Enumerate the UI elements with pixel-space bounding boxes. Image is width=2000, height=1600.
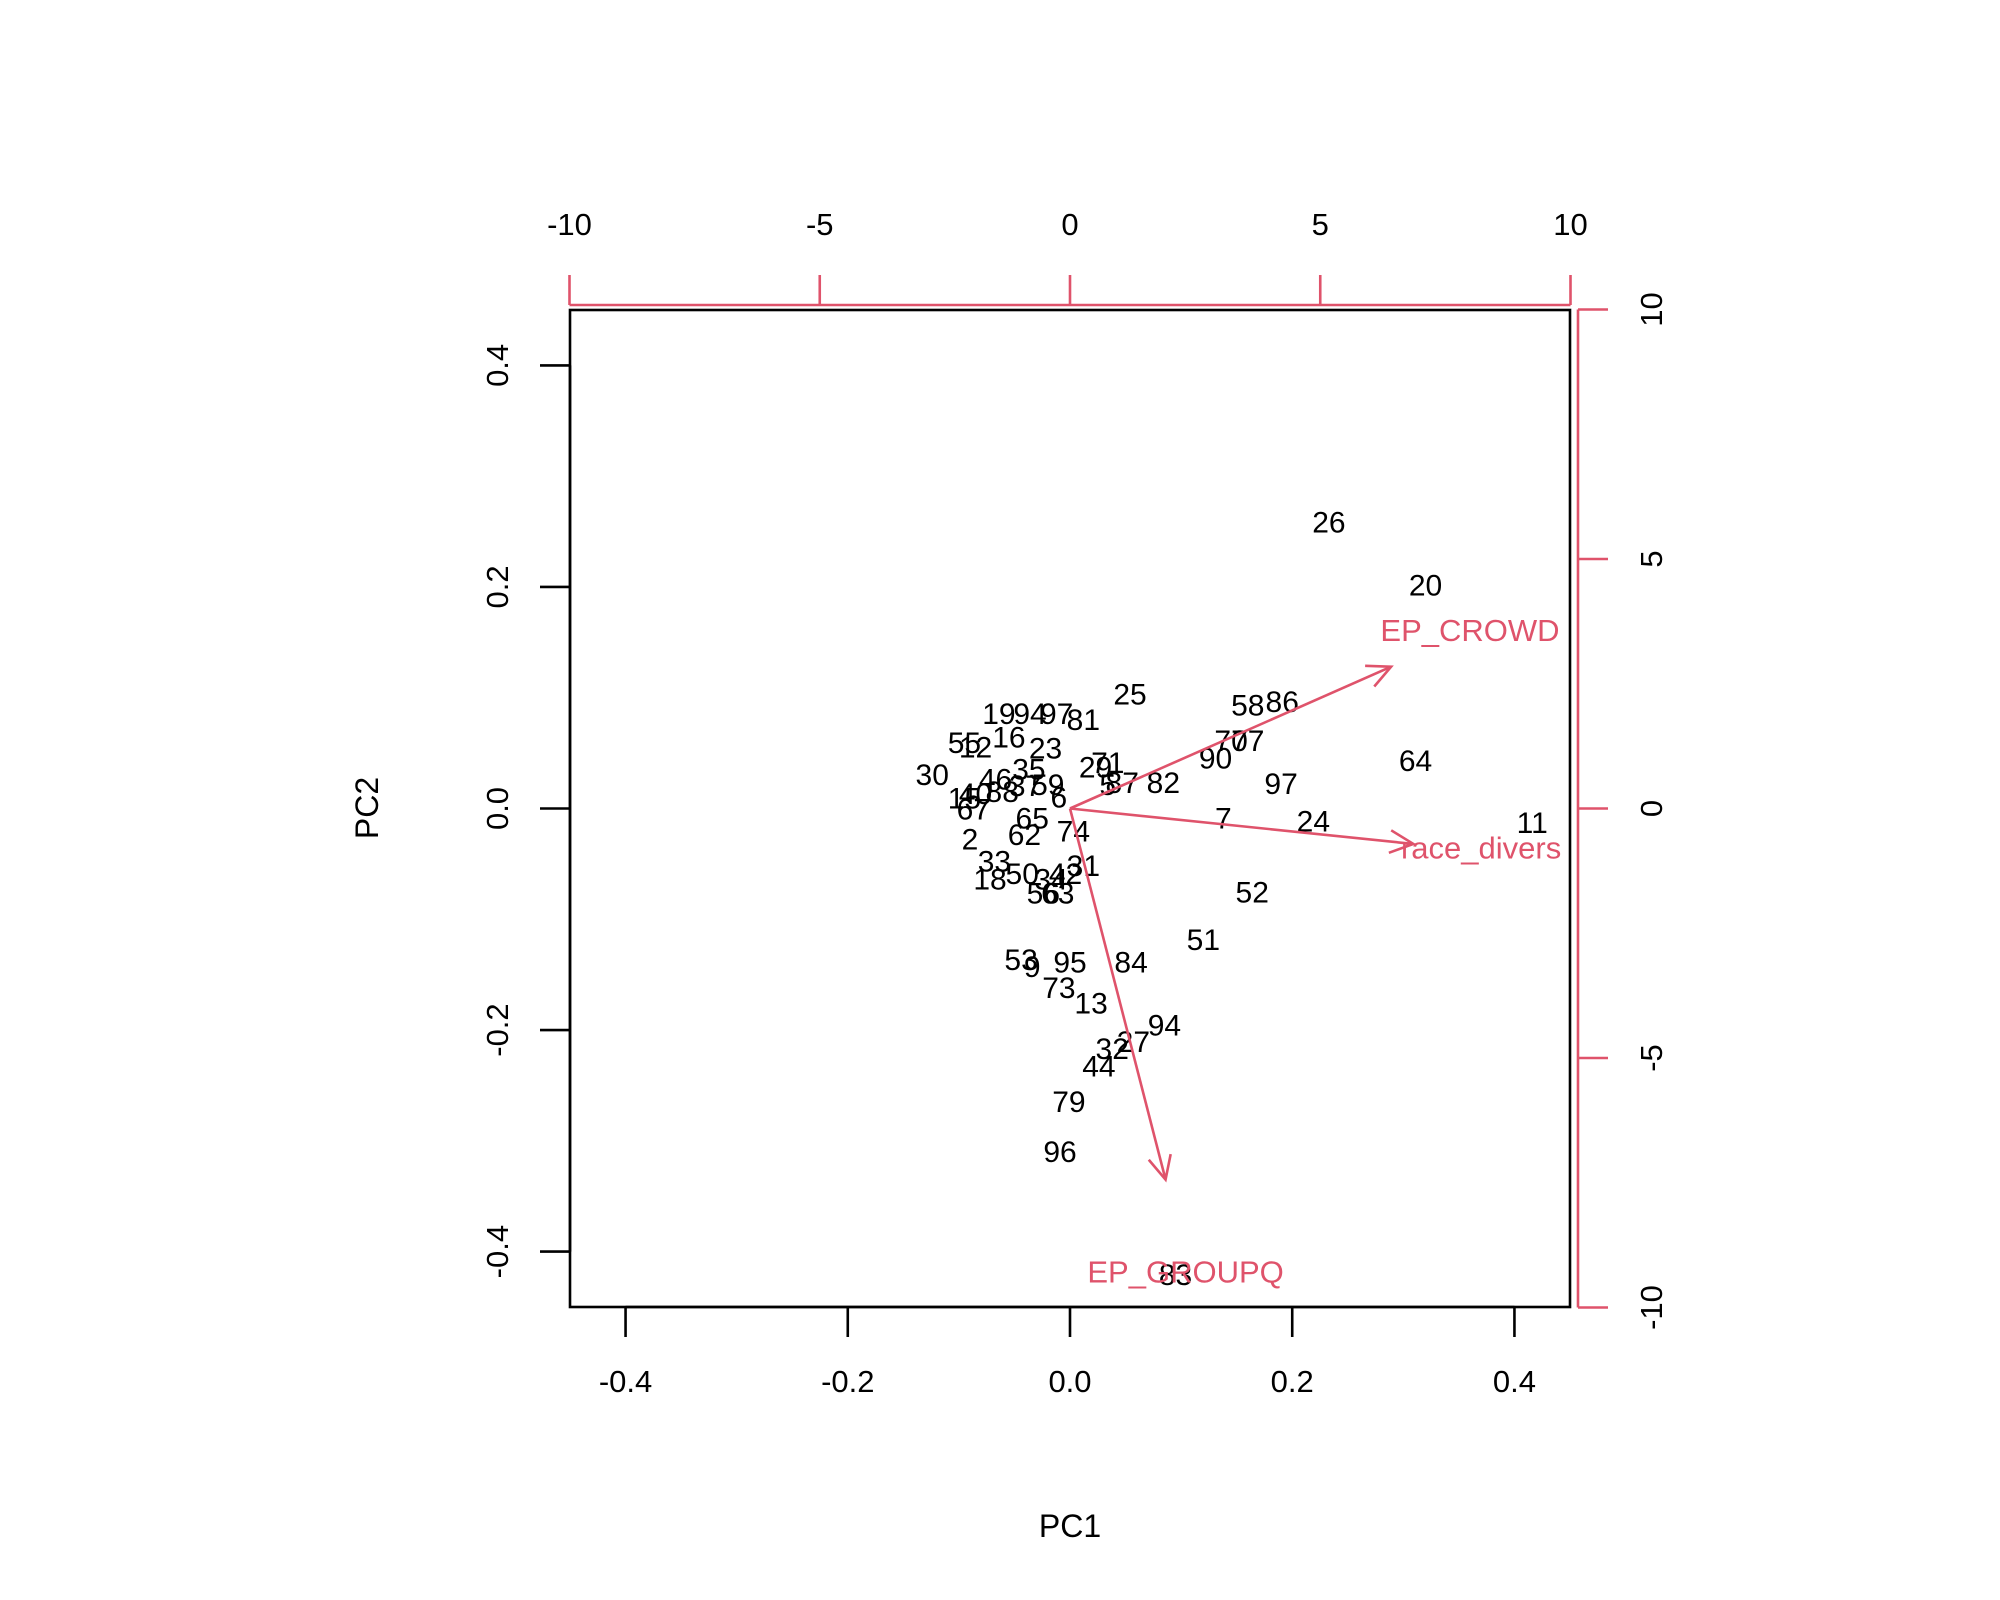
point-label: 2 bbox=[962, 823, 979, 856]
right-tick-label: -5 bbox=[1634, 1044, 1669, 1072]
top-tick-label: -5 bbox=[806, 207, 834, 242]
right-tick-label: 10 bbox=[1634, 292, 1669, 326]
top-tick-label: 5 bbox=[1312, 207, 1329, 242]
point-label: 64 bbox=[1399, 745, 1432, 778]
point-label: 94 bbox=[1013, 698, 1046, 731]
point-label: 81 bbox=[1067, 704, 1100, 737]
point-label: 33 bbox=[978, 846, 1011, 879]
point-label: 51 bbox=[1187, 924, 1220, 957]
vector-arrow-shaft bbox=[1068, 808, 1167, 1180]
point-label: 37 bbox=[1009, 770, 1042, 803]
x-tick-label: 0.0 bbox=[1048, 1364, 1091, 1399]
right-tick-label: 0 bbox=[1634, 800, 1669, 817]
point-label: 35 bbox=[1012, 754, 1045, 787]
point-label: 7 bbox=[1215, 802, 1232, 835]
y-tick-label: 0.4 bbox=[480, 344, 515, 387]
point-label: 5 bbox=[1099, 769, 1116, 802]
point-label: 95 bbox=[1053, 946, 1086, 979]
y-axis-right-secondary: -10 -5 0 5 10 bbox=[1576, 292, 1669, 1330]
vector-label: EP_GROUPQ bbox=[1087, 1255, 1283, 1290]
point-label: 67 bbox=[957, 794, 990, 827]
point-label: 9 bbox=[1024, 951, 1041, 984]
point-label: 62 bbox=[1008, 819, 1041, 852]
point-label: 52 bbox=[1236, 877, 1269, 910]
point-label: 12 bbox=[959, 731, 992, 764]
point-label: 84 bbox=[1114, 946, 1147, 979]
point-label: 53 bbox=[1004, 944, 1037, 977]
vector-arrow-head bbox=[1147, 1153, 1172, 1183]
x-axis-bottom: -0.4 -0.2 0.0 0.2 0.4 bbox=[599, 1305, 1536, 1399]
x-tick-label: -0.4 bbox=[599, 1364, 652, 1399]
point-label: 23 bbox=[1029, 733, 1062, 766]
vector-arrow-shaft bbox=[1069, 807, 1414, 846]
loading-vectors: EP_CROWD race_divers EP_GROUPQ bbox=[1068, 613, 1561, 1290]
point-label: 71 bbox=[1091, 747, 1124, 780]
right-tick-label: -10 bbox=[1634, 1285, 1669, 1330]
vector-arrow-head bbox=[1365, 664, 1394, 688]
x-tick-label: 0.4 bbox=[1493, 1364, 1536, 1399]
x-tick-label: -0.2 bbox=[821, 1364, 874, 1399]
point-label: 87 bbox=[1106, 767, 1139, 800]
x-tick-label: 0.2 bbox=[1271, 1364, 1314, 1399]
y-tick-label: 0.2 bbox=[480, 565, 515, 608]
point-label: 59 bbox=[1031, 769, 1064, 802]
point-label: 30 bbox=[916, 759, 949, 792]
top-tick-label: 0 bbox=[1061, 207, 1078, 242]
point-label: 96 bbox=[1043, 1136, 1076, 1169]
point-label: 18 bbox=[973, 863, 1006, 896]
point-label: 32 bbox=[1096, 1033, 1129, 1066]
x-axis-title: PC1 bbox=[1039, 1508, 1101, 1544]
point-label: 56 bbox=[1027, 878, 1060, 911]
vector-label: race_divers bbox=[1401, 830, 1561, 865]
point-label: 79 bbox=[1052, 1086, 1085, 1119]
vector-label: EP_CROWD bbox=[1380, 613, 1559, 648]
vector-arrow-shaft bbox=[1069, 665, 1392, 810]
point-label: 65 bbox=[1016, 802, 1049, 835]
point-label: 97 bbox=[1040, 698, 1073, 731]
point-label: 73 bbox=[1042, 972, 1075, 1005]
right-tick-label: 5 bbox=[1634, 550, 1669, 567]
y-tick-label: -0.2 bbox=[480, 1003, 515, 1056]
y-axis-left: -0.4 -0.2 0.0 0.2 0.4 bbox=[480, 344, 572, 1278]
point-label: 88 bbox=[986, 776, 1019, 809]
point-label: 90 bbox=[1199, 743, 1232, 776]
point-label: 40 bbox=[959, 778, 992, 811]
point-label: 94 bbox=[1148, 1010, 1181, 1043]
point-label: 50 bbox=[1006, 858, 1039, 891]
point-label: 19 bbox=[982, 698, 1015, 731]
point-label: 44 bbox=[1082, 1051, 1115, 1084]
point-label: 97 bbox=[1264, 768, 1297, 801]
point-label: 13 bbox=[1074, 987, 1107, 1020]
point-label: 42 bbox=[1049, 858, 1082, 891]
top-tick-label: 10 bbox=[1553, 207, 1587, 242]
point-label: 26 bbox=[1312, 507, 1345, 540]
point-label: 34 bbox=[1034, 863, 1067, 896]
point-label: 25 bbox=[1113, 678, 1146, 711]
point-label: 15 bbox=[948, 782, 981, 815]
y-axis-title: PC2 bbox=[349, 777, 385, 839]
vector-arrow-head bbox=[1388, 829, 1417, 855]
point-label: 29 bbox=[1079, 751, 1112, 784]
y-tick-label: 0.0 bbox=[480, 787, 515, 830]
point-label: 83 bbox=[1159, 1259, 1192, 1292]
point-label: 20 bbox=[1409, 570, 1442, 603]
point-label: 63 bbox=[1041, 878, 1074, 911]
top-tick-label: -10 bbox=[547, 207, 592, 242]
y-tick-label: -0.4 bbox=[480, 1225, 515, 1278]
point-label: 6 bbox=[1051, 781, 1068, 814]
x-axis-top-secondary: -10 -5 0 5 10 bbox=[547, 207, 1588, 307]
point-label: 46 bbox=[979, 764, 1012, 797]
point-label: 11 bbox=[1517, 807, 1548, 840]
point-label: 55 bbox=[948, 727, 981, 760]
point-label: 58 bbox=[1231, 689, 1264, 722]
point-label: 16 bbox=[992, 721, 1025, 754]
